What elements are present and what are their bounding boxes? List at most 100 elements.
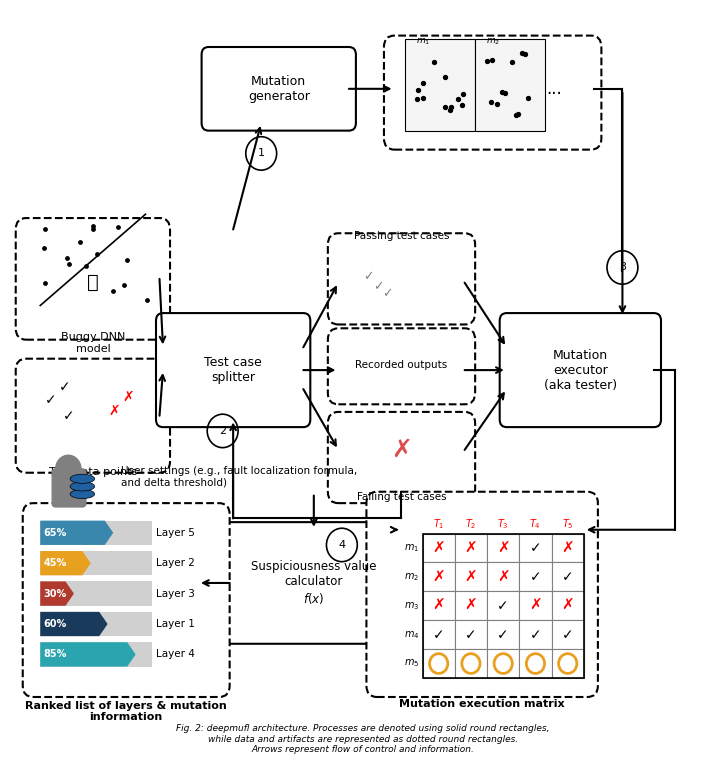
Text: Layer 3: Layer 3 [156, 588, 195, 599]
FancyBboxPatch shape [40, 581, 152, 606]
Text: Layer 4: Layer 4 [156, 649, 195, 659]
Bar [551, 649, 584, 678]
Text: ✓: ✓ [498, 628, 509, 642]
Text: ✓: ✓ [562, 570, 573, 584]
Bar [423, 591, 455, 620]
Text: Test data points: Test data points [49, 467, 137, 477]
Point [428, 56, 440, 69]
Text: ✓: ✓ [383, 288, 393, 301]
Text: ✗: ✗ [433, 540, 445, 555]
Bar [423, 533, 584, 678]
Text: ✓: ✓ [45, 394, 56, 407]
Bar [423, 533, 455, 562]
Bar [551, 620, 584, 649]
Text: $T_3$: $T_3$ [498, 517, 509, 531]
Text: $m_1$: $m_1$ [405, 542, 420, 554]
Text: Layer 5: Layer 5 [156, 528, 195, 538]
Text: Buggy DNN
model: Buggy DNN model [61, 332, 125, 354]
Text: ✓: ✓ [62, 409, 74, 423]
Point [39, 242, 50, 254]
Point [87, 223, 99, 235]
Text: ✗: ✗ [122, 390, 134, 404]
Point [64, 258, 75, 270]
Text: ✗: ✗ [433, 598, 445, 613]
Bar [551, 591, 584, 620]
Point [519, 48, 531, 60]
Point [411, 93, 423, 105]
Text: ✗: ✗ [108, 404, 119, 417]
Text: Mutation execution matrix: Mutation execution matrix [400, 699, 565, 710]
Text: ✗: ✗ [529, 598, 542, 613]
Bar [487, 649, 519, 678]
Text: Ranked list of layers & mutation
information: Ranked list of layers & mutation informa… [25, 700, 227, 723]
Bar [423, 620, 455, 649]
Point [141, 294, 152, 306]
Point [439, 101, 450, 113]
Point [496, 85, 508, 98]
Point [418, 92, 429, 105]
Bar [455, 620, 487, 649]
Text: ✗: ✗ [391, 438, 412, 462]
FancyBboxPatch shape [16, 359, 170, 473]
FancyBboxPatch shape [328, 233, 475, 324]
Bar [519, 591, 551, 620]
FancyBboxPatch shape [405, 40, 475, 130]
Text: 2: 2 [219, 426, 226, 436]
Polygon shape [40, 581, 74, 606]
Bar [455, 533, 487, 562]
Text: 4: 4 [338, 540, 345, 550]
Text: ✗: ✗ [561, 540, 574, 555]
Point [516, 47, 528, 59]
Point [87, 220, 99, 232]
Text: ✗: ✗ [561, 598, 574, 613]
Text: ✓: ✓ [465, 628, 477, 642]
Bar [551, 533, 584, 562]
Point [486, 54, 498, 66]
FancyBboxPatch shape [475, 40, 546, 130]
Text: ...: ... [546, 80, 561, 98]
FancyBboxPatch shape [23, 503, 230, 697]
FancyBboxPatch shape [40, 520, 152, 545]
Point [92, 248, 103, 260]
Text: 85%: 85% [44, 649, 67, 659]
Text: Failing test cases: Failing test cases [357, 491, 446, 502]
FancyBboxPatch shape [40, 612, 152, 636]
Text: Suspiciousness value
calculator
$f(x)$: Suspiciousness value calculator $f(x)$ [251, 560, 377, 606]
Text: $m_2$: $m_2$ [405, 571, 420, 583]
Bar [487, 591, 519, 620]
Point [74, 236, 85, 248]
Text: Pool of mutants: Pool of mutants [449, 71, 536, 81]
Text: ✓: ✓ [562, 628, 573, 642]
Point [445, 104, 456, 116]
Text: ✗: ✗ [465, 598, 478, 613]
FancyBboxPatch shape [202, 47, 356, 130]
Point [513, 108, 524, 120]
FancyBboxPatch shape [500, 313, 661, 427]
Text: 65%: 65% [44, 528, 67, 538]
Bar [487, 620, 519, 649]
Point [80, 259, 92, 272]
Point [61, 252, 73, 264]
Bar [487, 562, 519, 591]
Point [445, 101, 457, 113]
Bar [455, 562, 487, 591]
Ellipse shape [70, 489, 94, 498]
Ellipse shape [70, 482, 94, 491]
Text: $m_5$: $m_5$ [405, 658, 420, 669]
FancyBboxPatch shape [366, 491, 598, 697]
Point [456, 98, 468, 111]
Text: Mutation
generator: Mutation generator [248, 75, 310, 103]
Text: ✗: ✗ [497, 540, 510, 555]
Text: Layer 2: Layer 2 [156, 559, 195, 568]
Text: Layer 1: Layer 1 [156, 619, 195, 629]
Text: $m_1$: $m_1$ [415, 37, 430, 47]
Text: ✓: ✓ [498, 599, 509, 613]
Bar [519, 620, 551, 649]
Point [107, 285, 119, 297]
Text: ✓: ✓ [433, 628, 445, 642]
Bar [423, 649, 455, 678]
FancyBboxPatch shape [52, 469, 86, 507]
Polygon shape [40, 612, 108, 636]
FancyBboxPatch shape [384, 36, 601, 150]
Point [499, 87, 511, 99]
